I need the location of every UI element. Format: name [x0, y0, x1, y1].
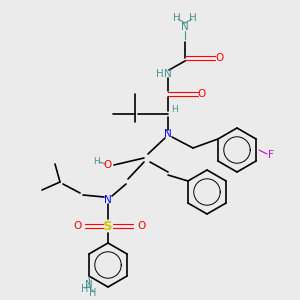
Text: H: H: [81, 284, 89, 294]
Text: N: N: [104, 195, 112, 205]
Text: O: O: [103, 160, 111, 170]
Text: H: H: [171, 106, 177, 115]
Text: N: N: [164, 69, 172, 79]
Text: O: O: [137, 221, 145, 231]
Text: O: O: [198, 89, 206, 99]
Text: O: O: [73, 221, 81, 231]
Text: H: H: [156, 69, 164, 79]
Text: H: H: [89, 288, 97, 298]
Text: S: S: [103, 220, 113, 232]
Text: O: O: [215, 53, 223, 63]
Text: N: N: [164, 129, 172, 139]
Text: H: H: [189, 13, 197, 23]
Text: H: H: [94, 157, 100, 166]
Text: N: N: [181, 22, 189, 32]
Text: N: N: [85, 280, 93, 290]
Text: H: H: [173, 13, 181, 23]
Text: F: F: [268, 150, 274, 160]
